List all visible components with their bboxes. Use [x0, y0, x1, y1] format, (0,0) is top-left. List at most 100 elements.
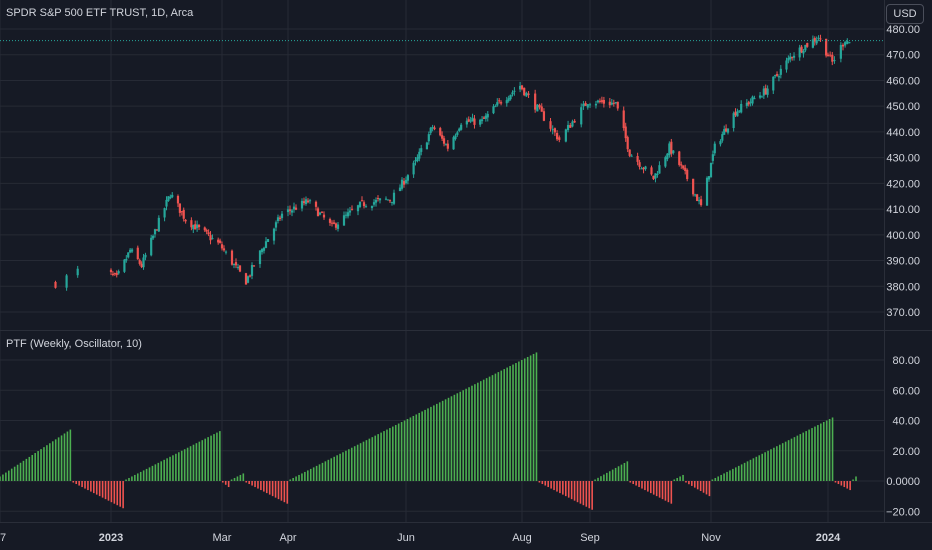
time-tick-label: 2023 [99, 532, 123, 544]
histogram-bar [242, 473, 245, 481]
candle-body [777, 76, 781, 78]
histogram-bar [717, 476, 720, 481]
time-tick-label: Nov [701, 532, 721, 544]
time-tick-label: 2024 [816, 532, 841, 544]
histogram-bar [386, 429, 388, 481]
candle-body [209, 235, 212, 241]
candle-body [322, 214, 326, 218]
candle-body [300, 200, 304, 209]
candle-body [203, 227, 206, 231]
candle-body [328, 219, 332, 223]
candle-body [496, 102, 499, 106]
histogram-bar [635, 481, 637, 486]
histogram-bar [535, 352, 538, 481]
histogram-bar [456, 393, 459, 481]
histogram-bar [412, 415, 415, 481]
histogram-bar [409, 417, 412, 481]
histogram-bar [210, 435, 212, 481]
candle-body [764, 88, 767, 95]
candle-body [446, 143, 449, 149]
histogram-bar [107, 481, 110, 501]
candle-body [806, 43, 809, 47]
candle-body [222, 248, 226, 251]
candle-body [230, 250, 234, 265]
candle-body [650, 167, 653, 175]
histogram-bar [761, 453, 763, 481]
candle-body [513, 90, 516, 92]
candle-body [370, 205, 374, 209]
candle-body [414, 160, 417, 162]
histogram-bar [298, 474, 300, 481]
candle-body [815, 39, 818, 44]
histogram-bar [31, 454, 34, 481]
histogram-bar [339, 453, 341, 481]
candle-body [586, 104, 589, 108]
histogram-bar [84, 481, 86, 489]
candle-body [236, 267, 240, 269]
histogram-bar [652, 481, 655, 495]
histogram-bar [755, 456, 758, 481]
histogram-bar [641, 481, 643, 489]
histogram-bar [737, 465, 740, 481]
candle-body [138, 260, 141, 264]
candle-body [494, 106, 497, 108]
price-tick-label: 390.00 [886, 256, 920, 268]
histogram-bar [608, 471, 611, 481]
candle-body [740, 103, 743, 113]
candle-body [785, 60, 788, 70]
candle-body [266, 238, 270, 242]
currency-button[interactable]: USD [886, 4, 924, 24]
candle-body [774, 75, 777, 77]
candle-body [652, 175, 655, 180]
candle-body [308, 200, 312, 202]
histogram-bar [60, 435, 63, 481]
histogram-bar [51, 441, 54, 481]
candle-body [278, 217, 282, 219]
candle-body [505, 100, 508, 104]
candle-body [348, 210, 352, 213]
candle-body [167, 196, 170, 201]
histogram-bar [295, 476, 297, 481]
histogram-bar [444, 399, 447, 481]
candle-body [846, 40, 849, 45]
candle-body [658, 165, 661, 174]
histogram-bar [477, 382, 479, 481]
histogram-bar [778, 444, 781, 481]
candle-body [656, 173, 659, 175]
candle-body [153, 229, 157, 235]
histogram-bar [553, 481, 555, 491]
histogram-bar [588, 481, 591, 509]
histogram-bar [236, 476, 239, 481]
candle-body [598, 100, 602, 102]
histogram-bar [773, 447, 775, 481]
candle-body [753, 98, 756, 100]
histogram-bar [128, 477, 130, 481]
candle-body [109, 269, 113, 273]
histogram-bar [606, 472, 608, 481]
histogram-bar [852, 479, 854, 481]
candle-body [458, 128, 461, 131]
histogram-bar [286, 481, 289, 504]
candle-body [789, 56, 792, 60]
histogram-bar [25, 458, 28, 481]
histogram-bar [19, 462, 22, 481]
candle-body [217, 239, 220, 243]
histogram-bar [69, 429, 72, 481]
histogram-bar [711, 479, 714, 481]
histogram-bar [101, 481, 104, 498]
candle-body [171, 194, 174, 198]
candle-body [813, 38, 816, 42]
histogram-bar [280, 481, 283, 501]
candle-body [286, 209, 290, 213]
candle-body [260, 249, 264, 253]
histogram-bar [312, 467, 315, 481]
candle-body [190, 220, 193, 228]
candle-body [360, 200, 364, 202]
candle-body [841, 44, 845, 47]
candle-body [594, 103, 598, 106]
histogram-bar [368, 438, 371, 481]
candle-body [115, 273, 118, 276]
candle-body [709, 162, 713, 178]
candle-body [826, 54, 830, 57]
